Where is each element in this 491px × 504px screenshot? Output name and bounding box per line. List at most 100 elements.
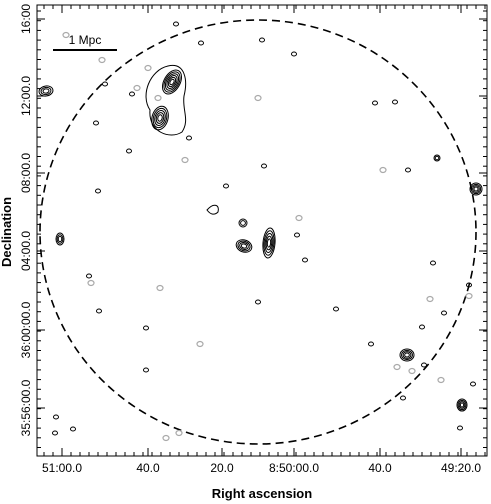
faint-source-contour bbox=[96, 308, 102, 314]
faint-source-contour bbox=[93, 120, 99, 126]
y-tick-label: 36:00:00.0 bbox=[19, 301, 33, 358]
contour-level bbox=[240, 220, 246, 226]
faint-source-contour bbox=[143, 367, 149, 373]
src-east-small bbox=[433, 154, 441, 162]
y-tick-label: 12:00.0 bbox=[19, 76, 33, 116]
faint-source-contour bbox=[143, 325, 149, 331]
x-tick-label: 40.0 bbox=[136, 461, 160, 475]
faint-source-contour bbox=[255, 299, 261, 305]
contour-level bbox=[404, 352, 410, 358]
negative-contour bbox=[426, 295, 434, 303]
faint-source-contour bbox=[291, 51, 297, 57]
contour-level bbox=[469, 182, 483, 196]
x-tick-label: 8:50:00.0 bbox=[269, 461, 319, 475]
negative-contour bbox=[254, 94, 262, 102]
contour-level bbox=[401, 349, 413, 361]
faint-source-contour bbox=[102, 81, 108, 87]
faint-source-contour bbox=[421, 362, 427, 368]
aperture-circle bbox=[39, 19, 477, 445]
y-tick-label: 04:00.0 bbox=[19, 231, 33, 271]
faint-source-contour bbox=[419, 324, 425, 330]
contour-level bbox=[42, 88, 50, 94]
faint-source-contour bbox=[392, 99, 398, 105]
faint-source-contour bbox=[333, 306, 339, 312]
negative-contour bbox=[196, 340, 204, 348]
negative-contour bbox=[162, 434, 170, 442]
faint-source-contour bbox=[441, 310, 447, 316]
contour-level bbox=[38, 85, 54, 97]
contour-sources bbox=[38, 21, 483, 436]
faint-source-contour bbox=[466, 282, 472, 288]
contour-level bbox=[472, 185, 480, 193]
contour-level bbox=[235, 239, 253, 253]
src-bottom-right bbox=[456, 398, 468, 412]
contour-level bbox=[458, 401, 466, 409]
faint-source-contour bbox=[223, 183, 229, 189]
negative-contour bbox=[393, 363, 401, 371]
src-lower-right bbox=[399, 348, 415, 362]
y-axis-ticks: 16:00 12:00.0 08:00.0 04:00.0 36:00:00.0 35:5… bbox=[19, 4, 487, 448]
contour-level bbox=[152, 107, 168, 129]
negative-contour bbox=[154, 94, 162, 102]
contour-level bbox=[262, 227, 276, 259]
y-tick-label: 08:00.0 bbox=[19, 153, 33, 193]
src-left-mid bbox=[55, 232, 65, 246]
negative-contour bbox=[87, 279, 95, 287]
contour-level bbox=[456, 398, 468, 412]
negative-contour bbox=[437, 376, 445, 384]
faint-source-contour bbox=[70, 426, 76, 432]
contour-level bbox=[167, 76, 177, 88]
contour-level bbox=[163, 71, 181, 93]
y-tick-label: 16:00 bbox=[19, 4, 33, 34]
contour-level bbox=[240, 243, 248, 249]
faint-source-contour bbox=[53, 414, 59, 420]
negative-contour bbox=[133, 84, 141, 92]
x-tick-label: 49:20.0 bbox=[441, 461, 481, 475]
negative-contour bbox=[144, 64, 152, 72]
faint-source-contour bbox=[86, 273, 92, 279]
contour-level bbox=[459, 402, 465, 408]
x-axis-title: Right ascension bbox=[212, 486, 312, 501]
negative-contour bbox=[98, 56, 106, 64]
contour-level bbox=[402, 351, 412, 359]
contour-level bbox=[164, 73, 180, 91]
negative-contour bbox=[156, 284, 164, 292]
contour-level bbox=[169, 78, 175, 86]
src-center-left bbox=[235, 239, 253, 253]
faint-source-contour bbox=[186, 135, 192, 141]
negative-contour bbox=[295, 214, 303, 222]
src-center-small bbox=[238, 218, 248, 228]
faint-source-contour bbox=[129, 91, 135, 97]
src-nw-blob bbox=[151, 105, 169, 131]
faint-source-contour bbox=[400, 395, 406, 401]
contour-level bbox=[457, 399, 467, 411]
contour-level bbox=[399, 348, 415, 362]
faint-source-contour bbox=[173, 21, 179, 27]
contour-level bbox=[264, 232, 274, 254]
src-top-left-edge bbox=[38, 85, 54, 97]
faint-source-contour bbox=[126, 148, 132, 154]
src-center-right bbox=[262, 227, 276, 259]
contour-level bbox=[470, 183, 482, 195]
faint-source-contour bbox=[405, 167, 411, 173]
negative-contour bbox=[379, 166, 387, 174]
faint-source-contour bbox=[52, 430, 58, 436]
plot-frame bbox=[36, 4, 488, 457]
faint-source-contour bbox=[294, 232, 300, 238]
negative-contour bbox=[181, 156, 189, 164]
y-axis-title: Declination bbox=[0, 197, 14, 267]
contour-level bbox=[434, 155, 440, 161]
contour-level bbox=[166, 75, 178, 89]
scale-bar-label: 1 Mpc bbox=[69, 33, 102, 47]
contour-level bbox=[157, 114, 163, 122]
contour-level bbox=[433, 154, 441, 162]
contour-level bbox=[40, 86, 52, 96]
negative-contour bbox=[62, 31, 70, 39]
faint-source-contour bbox=[198, 40, 204, 46]
contour-level bbox=[266, 238, 272, 248]
faint-source-contour bbox=[430, 260, 436, 266]
negative-contour bbox=[408, 367, 416, 375]
y-tick-label: 35:56:00.0 bbox=[19, 379, 33, 436]
x-axis-ticks: 51:00.0 40.0 20.0 8:50:00.0 40.0 49:20.0 bbox=[42, 5, 486, 475]
faint-source-contour bbox=[457, 425, 463, 431]
